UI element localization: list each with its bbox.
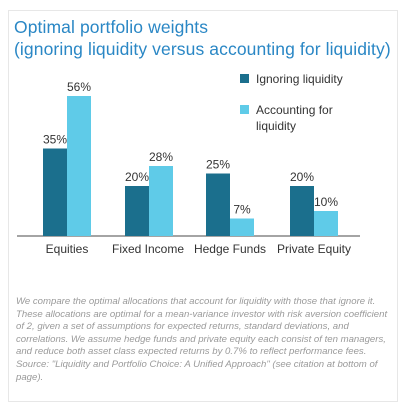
x-tick-label-2: Hedge Funds	[194, 242, 266, 256]
x-tick-label-0: Equities	[46, 242, 89, 256]
x-tick-label-3: Private Equity	[277, 242, 351, 256]
data-label-1-3: 10%	[314, 195, 338, 209]
data-label-0-0: 35%	[43, 133, 67, 147]
legend-label-0-0: Ignoring liquidity	[256, 72, 343, 86]
bar-chart: 35% 20% 25% 20% 56% 28% 7% 10% Equities Fixed Inc…	[17, 72, 360, 256]
bar-accounting-0	[67, 96, 91, 236]
data-label-0-2: 25%	[206, 158, 230, 172]
legend-swatch-1	[240, 105, 249, 114]
bar-ignoring-0	[43, 148, 67, 236]
bar-accounting-2	[230, 218, 254, 236]
data-label-1-0: 56%	[67, 80, 91, 94]
legend-label-1-1: liquidity	[256, 119, 296, 133]
bar-accounting-3	[314, 211, 338, 236]
bar-ignoring-3	[290, 186, 314, 236]
legend-swatch-0	[240, 74, 249, 83]
data-label-0-1: 20%	[125, 170, 149, 184]
x-tick-label-1: Fixed Income	[112, 242, 184, 256]
chart-title: Optimal portfolio weights (ignoring liqu…	[14, 16, 394, 60]
data-label-1-2: 7%	[233, 203, 251, 217]
chart-title-line-1: Optimal portfolio weights	[14, 17, 209, 37]
legend-label-1-0: Accounting for	[256, 103, 333, 117]
data-label-0-3: 20%	[290, 170, 314, 184]
bar-ignoring-1	[125, 186, 149, 236]
figure-caption: We compare the optimal allocations that …	[16, 296, 388, 383]
chart-title-line-2: (ignoring liquidity versus accounting fo…	[14, 39, 391, 59]
bar-accounting-1	[149, 166, 173, 236]
bar-ignoring-2	[206, 173, 230, 236]
data-label-1-1: 28%	[149, 150, 173, 164]
